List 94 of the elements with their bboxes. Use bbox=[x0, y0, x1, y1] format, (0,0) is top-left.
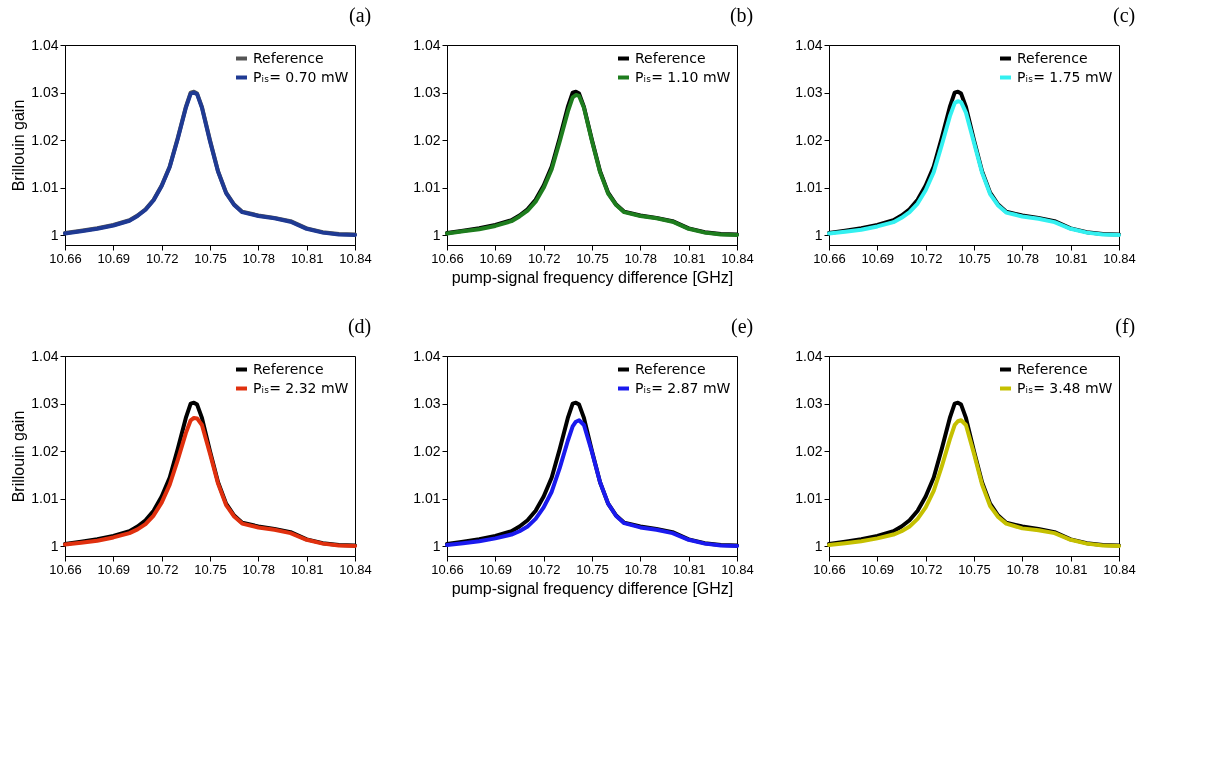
y-axis-title: Brillouin gain bbox=[10, 410, 28, 503]
y-tick-label: 1.03 bbox=[413, 395, 441, 412]
y-tick-label: 1.03 bbox=[795, 395, 823, 412]
legend-label: Reference bbox=[1017, 360, 1088, 377]
y-tick-label: 1 bbox=[50, 537, 59, 554]
legend-label: Pᵢₛ= 2.32 mW bbox=[253, 379, 349, 396]
legend-label: Pᵢₛ= 3.48 mW bbox=[1017, 379, 1113, 396]
x-tick-label: 10.81 bbox=[1054, 250, 1088, 266]
y-tick-label: 1.02 bbox=[413, 131, 441, 148]
x-tick-label: 10.69 bbox=[479, 250, 513, 266]
x-tick-label: 10.81 bbox=[1054, 561, 1088, 577]
y-tick-label: 1.01 bbox=[31, 179, 59, 196]
x-tick-label: 10.84 bbox=[721, 561, 754, 577]
x-tick-label: 10.78 bbox=[1006, 561, 1040, 577]
x-tick-label: 10.66 bbox=[431, 250, 464, 266]
x-tick-label: 10.72 bbox=[145, 561, 179, 577]
x-tick-label: 10.84 bbox=[339, 561, 372, 577]
x-tick-label: 10.66 bbox=[49, 250, 82, 266]
y-tick-label: 1 bbox=[432, 226, 441, 243]
y-tick-label: 1.04 bbox=[795, 36, 823, 53]
chart-title: (d) bbox=[347, 315, 372, 338]
x-tick-label: 10.78 bbox=[242, 561, 276, 577]
x-tick-label: 10.69 bbox=[861, 561, 895, 577]
x-tick-label: 10.72 bbox=[909, 250, 943, 266]
y-tick-label: 1.01 bbox=[31, 490, 59, 507]
x-tick-label: 10.78 bbox=[242, 250, 276, 266]
x-tick-label: 10.66 bbox=[813, 250, 846, 266]
x-tick-label: 10.78 bbox=[624, 561, 658, 577]
x-tick-label: 10.72 bbox=[909, 561, 943, 577]
y-tick-label: 1.02 bbox=[795, 442, 823, 459]
chart-title: (a) bbox=[349, 4, 372, 27]
x-tick-label: 10.69 bbox=[479, 561, 513, 577]
x-tick-label: 10.69 bbox=[97, 250, 131, 266]
y-axis-title: Brillouin gain bbox=[10, 99, 28, 192]
y-tick-label: 1.04 bbox=[413, 36, 441, 53]
y-tick-label: 1.02 bbox=[795, 131, 823, 148]
x-tick-label: 10.75 bbox=[958, 561, 991, 577]
chart-title: (c) bbox=[1113, 4, 1136, 27]
x-axis-title: pump-signal frequency difference [GHz] bbox=[451, 268, 734, 286]
y-tick-label: 1.01 bbox=[413, 490, 441, 507]
y-tick-label: 1.02 bbox=[31, 131, 59, 148]
legend-label: Reference bbox=[635, 49, 706, 66]
y-tick-label: 1.04 bbox=[795, 347, 823, 364]
y-tick-label: 1.03 bbox=[31, 395, 59, 412]
y-tick-label: 1.01 bbox=[795, 179, 823, 196]
x-axis-title: pump-signal frequency difference [GHz] bbox=[451, 579, 734, 597]
x-tick-label: 10.81 bbox=[290, 561, 324, 577]
legend-label: Pᵢₛ= 2.87 mW bbox=[635, 379, 731, 396]
x-tick-label: 10.75 bbox=[958, 250, 991, 266]
x-tick-label: 10.72 bbox=[145, 250, 179, 266]
y-tick-label: 1.03 bbox=[795, 84, 823, 101]
legend-label: Pᵢₛ= 0.70 mW bbox=[253, 68, 349, 85]
x-tick-label: 10.84 bbox=[721, 250, 754, 266]
y-tick-label: 1 bbox=[814, 537, 823, 554]
y-tick-label: 1.02 bbox=[31, 442, 59, 459]
legend-label: Pᵢₛ= 1.10 mW bbox=[635, 68, 731, 85]
legend-label: Reference bbox=[635, 360, 706, 377]
x-tick-label: 10.78 bbox=[1006, 250, 1040, 266]
x-tick-label: 10.84 bbox=[1103, 250, 1136, 266]
x-tick-label: 10.72 bbox=[527, 250, 561, 266]
x-tick-label: 10.75 bbox=[194, 250, 227, 266]
x-tick-label: 10.81 bbox=[672, 250, 706, 266]
legend-label: Reference bbox=[253, 49, 324, 66]
x-tick-label: 10.66 bbox=[431, 561, 464, 577]
x-tick-label: 10.75 bbox=[576, 561, 609, 577]
y-tick-label: 1.02 bbox=[413, 442, 441, 459]
x-tick-label: 10.78 bbox=[624, 250, 658, 266]
x-tick-label: 10.75 bbox=[576, 250, 609, 266]
y-tick-label: 1.03 bbox=[31, 84, 59, 101]
x-tick-label: 10.81 bbox=[290, 250, 324, 266]
y-tick-label: 1.04 bbox=[31, 36, 59, 53]
x-tick-label: 10.72 bbox=[527, 561, 561, 577]
y-tick-label: 1.01 bbox=[413, 179, 441, 196]
y-tick-label: 1 bbox=[814, 226, 823, 243]
chart-title: (b) bbox=[729, 4, 754, 27]
x-tick-label: 10.84 bbox=[339, 250, 372, 266]
x-tick-label: 10.66 bbox=[813, 561, 846, 577]
y-tick-label: 1 bbox=[50, 226, 59, 243]
y-tick-label: 1.04 bbox=[413, 347, 441, 364]
chart-title: (f) bbox=[1115, 315, 1136, 338]
legend-label: Pᵢₛ= 1.75 mW bbox=[1017, 68, 1113, 85]
x-tick-label: 10.81 bbox=[672, 561, 706, 577]
y-tick-label: 1.03 bbox=[413, 84, 441, 101]
x-tick-label: 10.69 bbox=[861, 250, 895, 266]
legend-label: Reference bbox=[253, 360, 324, 377]
y-tick-label: 1 bbox=[432, 537, 441, 554]
legend-label: Reference bbox=[1017, 49, 1088, 66]
x-tick-label: 10.69 bbox=[97, 561, 131, 577]
x-tick-label: 10.84 bbox=[1103, 561, 1136, 577]
x-tick-label: 10.66 bbox=[49, 561, 82, 577]
chart-title: (e) bbox=[731, 315, 754, 338]
x-tick-label: 10.75 bbox=[194, 561, 227, 577]
y-tick-label: 1.04 bbox=[31, 347, 59, 364]
y-tick-label: 1.01 bbox=[795, 490, 823, 507]
